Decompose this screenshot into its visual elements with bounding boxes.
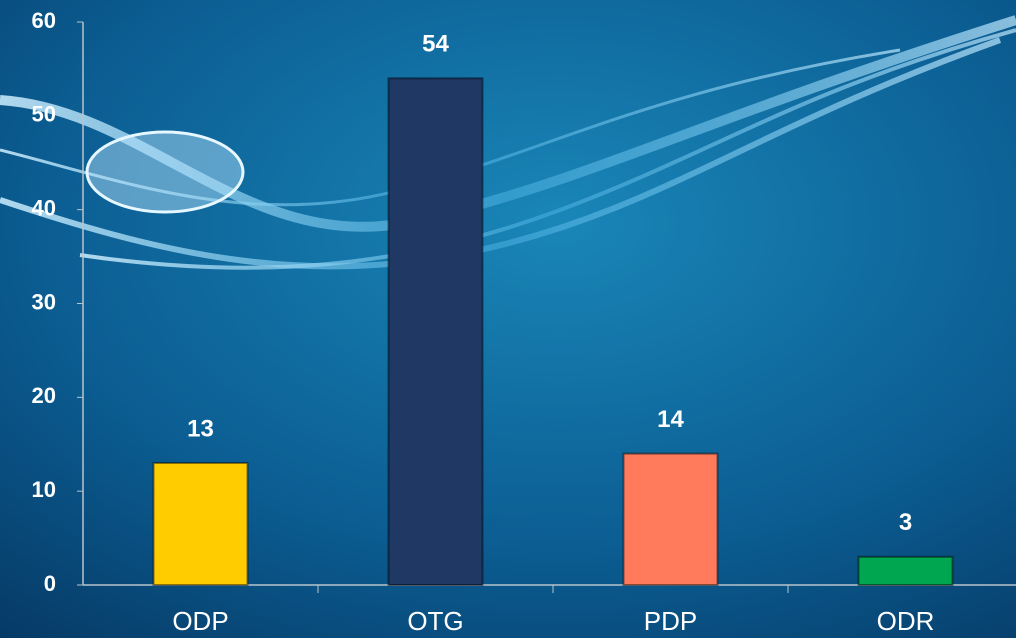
x-tick-label: ODR bbox=[877, 606, 935, 636]
x-tick-label: ODP bbox=[172, 606, 228, 636]
value-label: 14 bbox=[657, 406, 684, 433]
bar bbox=[152, 462, 249, 586]
bar bbox=[857, 555, 954, 586]
y-tick-label: 30 bbox=[32, 289, 56, 314]
y-tick-label: 0 bbox=[44, 571, 56, 596]
y-tick-label: 20 bbox=[32, 383, 56, 408]
x-tick-label: OTG bbox=[407, 606, 463, 636]
value-label: 3 bbox=[899, 509, 912, 536]
y-tick-label: 50 bbox=[32, 102, 56, 127]
value-label: 13 bbox=[187, 415, 214, 442]
y-tick-label: 40 bbox=[32, 195, 56, 220]
y-tick-label: 60 bbox=[32, 8, 56, 33]
bar bbox=[387, 77, 484, 587]
water-drop bbox=[85, 130, 245, 214]
value-label: 54 bbox=[422, 31, 449, 58]
bar bbox=[622, 452, 719, 586]
y-tick-label: 10 bbox=[32, 477, 56, 502]
x-tick-label: PDP bbox=[644, 606, 697, 636]
